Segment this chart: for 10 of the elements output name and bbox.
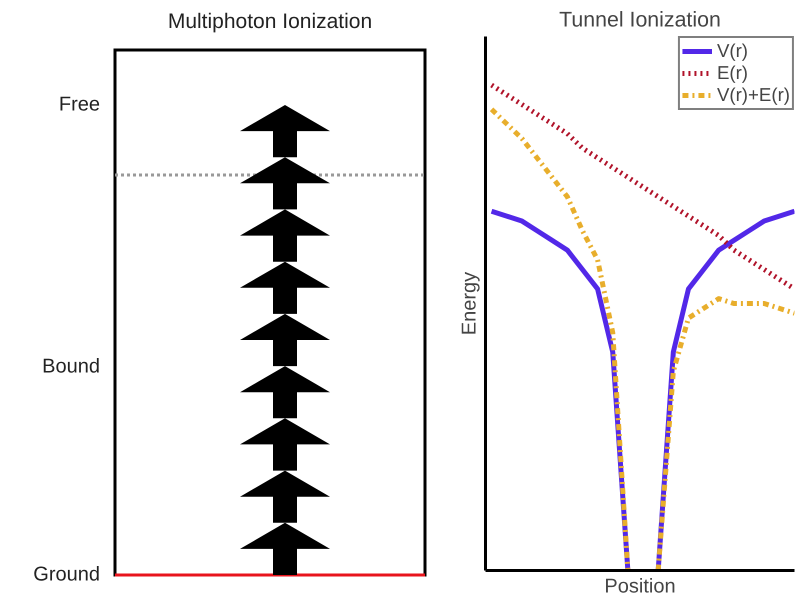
y-axis-title: Energy (458, 272, 480, 336)
legend-label: E(r) (716, 62, 748, 84)
text: Multiphoton Ionization (168, 10, 372, 33)
legend-label: V(r)+E(r) (716, 84, 790, 106)
chart-title: Tunnel Ionization (559, 8, 721, 32)
x-axis-title: Position (604, 576, 676, 598)
text: Bound (42, 355, 100, 378)
legend-label: V(r) (716, 40, 748, 62)
text: Free (58, 93, 100, 116)
text: Ground (33, 563, 100, 586)
